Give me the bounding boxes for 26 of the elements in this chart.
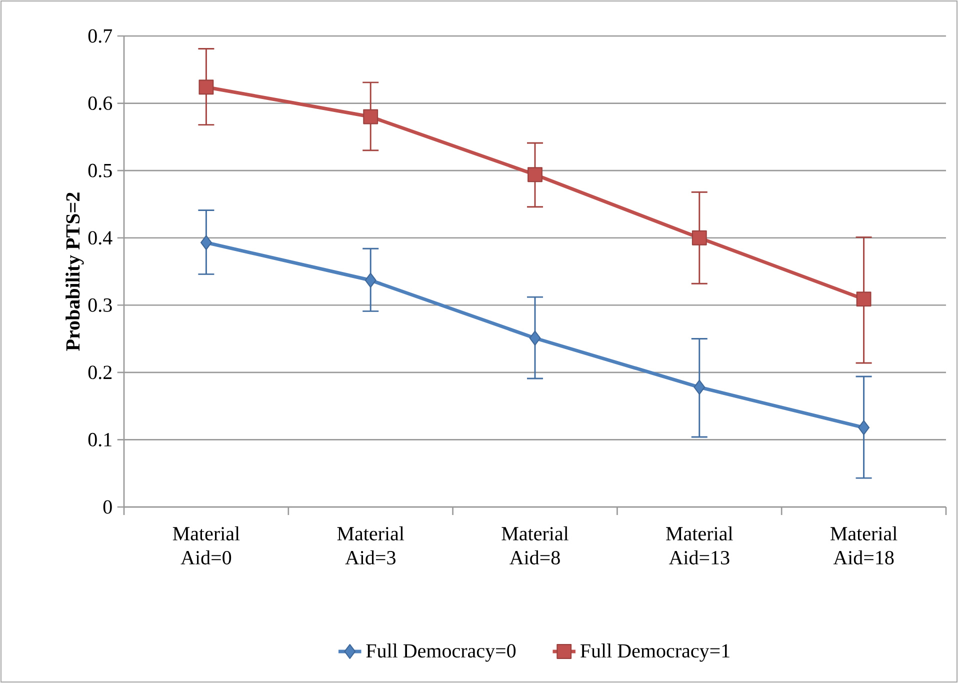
x-tick-label: Material Aid=13 — [666, 526, 733, 564]
point — [528, 167, 542, 182]
point — [529, 330, 541, 346]
point — [200, 235, 212, 250]
legend-label: Full Democracy=1 — [580, 644, 730, 662]
y-tick-label: 0.2 — [88, 366, 112, 380]
point — [856, 292, 872, 307]
point — [858, 420, 870, 436]
y-axis-title: Probability PTS=2 — [66, 192, 84, 351]
point — [364, 272, 376, 288]
point — [198, 80, 214, 95]
y-tick-label: 0.3 — [88, 298, 112, 312]
x-tick-label: Material Aid=0 — [172, 526, 240, 564]
x-tick-label: Material Aid=18 — [830, 526, 898, 564]
y-tick-label: 0.1 — [88, 432, 112, 447]
point — [692, 230, 707, 246]
y-tick-label: 0.5 — [88, 164, 112, 178]
point — [694, 380, 706, 395]
y-tick-label: 0 — [103, 500, 112, 514]
x-tick-label: Material Aid=8 — [502, 526, 568, 564]
legend-label: Full Democracy=0 — [366, 644, 516, 662]
y-tick-label: 0.7 — [88, 29, 112, 43]
x-tick-label: Material Aid=3 — [337, 526, 404, 564]
y-tick-label: 0.4 — [88, 231, 112, 245]
y-tick-label: 0.6 — [88, 96, 112, 110]
point — [363, 109, 378, 124]
